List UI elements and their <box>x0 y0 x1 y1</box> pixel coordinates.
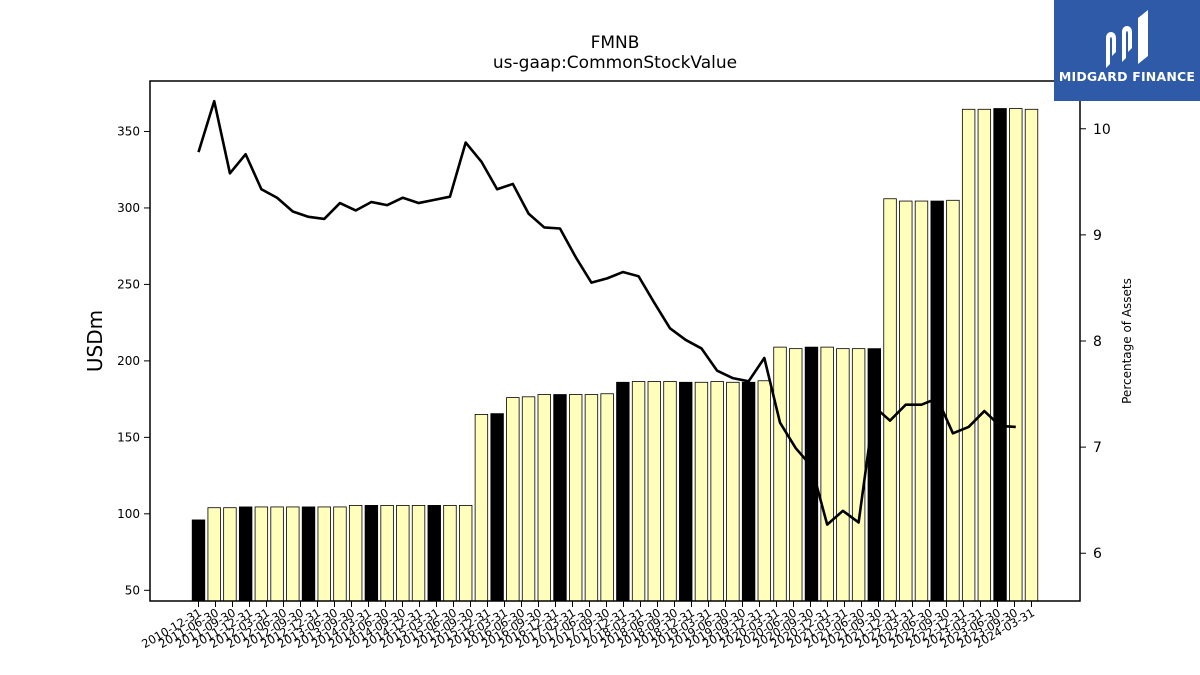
brand-logo: MIDGARD FINANCE <box>1054 0 1200 101</box>
bar <box>836 348 850 602</box>
bar <box>883 198 897 602</box>
bar <box>773 346 787 602</box>
chart-subtitle: us-gaap:CommonStockValue <box>493 53 737 73</box>
y2-tick-label: 7 <box>1093 440 1102 456</box>
y2-tick-label: 10 <box>1093 122 1111 138</box>
y2-tick-label: 8 <box>1093 334 1102 350</box>
bar <box>820 346 834 602</box>
chart-title: FMNB <box>591 33 640 53</box>
bar <box>569 394 583 602</box>
bar <box>993 108 1007 602</box>
y2-tick-label: 6 <box>1093 546 1102 562</box>
y2-axis-label: Percentage of Assets <box>1120 278 1134 404</box>
bar <box>506 397 520 602</box>
y-axis-left: 50 100 150 200 250 300 350 <box>117 124 150 597</box>
bar <box>396 505 410 602</box>
y-tick-label: 200 <box>117 354 140 368</box>
bar <box>223 507 237 602</box>
bar <box>789 348 803 602</box>
bar <box>914 200 929 602</box>
bar <box>553 394 567 602</box>
bar <box>238 506 253 602</box>
y-axis-label: USDm <box>83 310 107 372</box>
y-tick-label: 250 <box>117 277 140 291</box>
bar <box>946 199 960 602</box>
bar <box>427 505 441 602</box>
bar <box>270 506 284 602</box>
bar <box>867 348 882 602</box>
bar <box>521 396 536 602</box>
y-tick-label: 50 <box>125 583 140 597</box>
bar <box>757 380 771 602</box>
bar <box>679 381 693 602</box>
bar <box>694 381 709 602</box>
bar <box>1009 108 1023 602</box>
y-axis-right: 6 7 8 9 10 <box>1080 122 1111 562</box>
bar <box>207 507 221 602</box>
bar <box>301 506 316 602</box>
bar <box>443 505 457 602</box>
bar <box>647 381 661 602</box>
bar <box>710 381 724 602</box>
bar <box>490 413 504 602</box>
bar <box>380 505 394 602</box>
bar <box>537 394 551 602</box>
bar <box>600 393 614 602</box>
bar <box>286 506 300 602</box>
y-tick-label: 100 <box>117 507 140 521</box>
x-axis: 2010-12-312011-06-302011-09-302011-12-31… <box>139 601 1037 651</box>
bar <box>899 200 913 602</box>
bar <box>741 381 756 602</box>
bar <box>411 505 426 602</box>
series-line-percentage-of-assets <box>197 99 1016 526</box>
bar <box>663 381 677 602</box>
bar <box>254 506 269 602</box>
bar <box>726 381 740 602</box>
y-tick-label: 300 <box>117 201 140 215</box>
y2-tick-label: 9 <box>1093 228 1102 244</box>
bar <box>458 505 473 602</box>
y-tick-label: 350 <box>117 124 140 138</box>
brand-name: MIDGARD FINANCE <box>1058 69 1196 84</box>
bar <box>333 506 347 602</box>
line-layer <box>197 99 1016 526</box>
brand-logo-icon <box>1106 10 1148 68</box>
bar <box>616 381 630 602</box>
bar <box>317 506 331 602</box>
bar <box>191 519 206 602</box>
bar <box>1024 108 1039 602</box>
bars-layer <box>191 108 1039 602</box>
bar <box>851 348 866 602</box>
bar <box>804 346 819 602</box>
bar <box>584 394 599 602</box>
bar <box>348 505 363 602</box>
bar <box>474 414 489 602</box>
bar <box>961 108 976 602</box>
bar <box>364 505 379 602</box>
bar <box>977 108 992 602</box>
y-tick-label: 150 <box>117 430 140 444</box>
bar <box>631 381 646 602</box>
